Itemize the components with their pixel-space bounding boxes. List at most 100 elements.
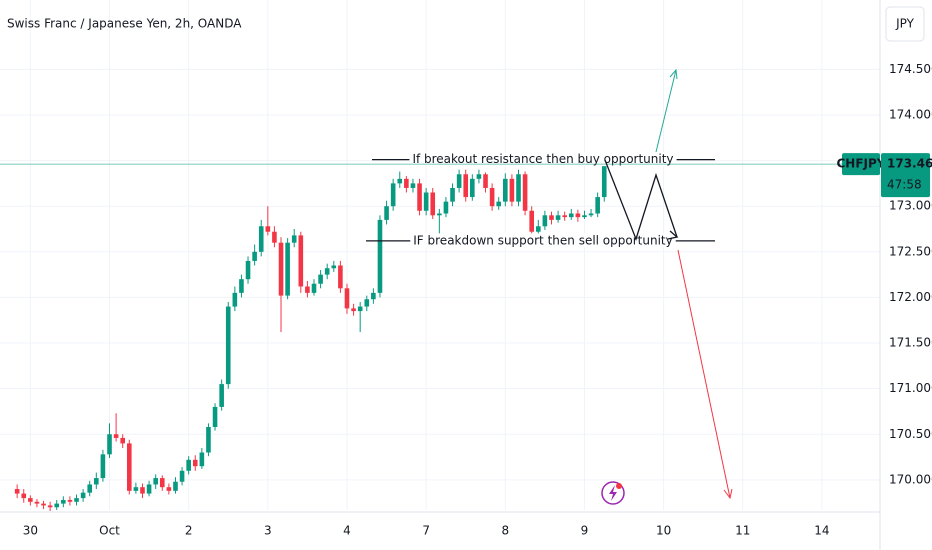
candle-body <box>582 215 587 218</box>
candle-body <box>179 470 185 482</box>
level-label-bg <box>410 233 676 248</box>
candle-body <box>437 213 442 216</box>
candle-body <box>529 210 534 232</box>
candle-body <box>595 197 600 214</box>
candle-body <box>535 226 541 232</box>
candle-body <box>496 201 502 207</box>
y-tick-label: 170.000 <box>889 472 932 486</box>
candle-body <box>588 213 594 216</box>
candle-body <box>245 260 251 280</box>
lightning-icon[interactable] <box>601 481 625 505</box>
candle-body <box>34 501 40 504</box>
candle-body <box>549 215 554 220</box>
y-tick-label: 170.500 <box>889 427 932 441</box>
currency-label[interactable]: JPY <box>895 17 915 31</box>
down-arrow <box>677 249 731 499</box>
candle-body <box>371 292 376 300</box>
candle-body <box>225 306 231 385</box>
candle-body <box>384 206 389 220</box>
candle-body <box>522 174 528 211</box>
y-tick-label: 173.000 <box>889 199 932 213</box>
currency-button[interactable] <box>885 6 925 42</box>
x-tick-label: 30 <box>23 524 38 538</box>
zigzag-arrowhead <box>667 230 679 240</box>
candle-body <box>219 384 224 407</box>
y-tick-label: 171.000 <box>889 381 932 395</box>
up-arrow <box>655 69 677 153</box>
x-tick-label: 10 <box>656 524 671 538</box>
x-tick-label: 9 <box>581 524 589 538</box>
candle-body <box>298 235 304 287</box>
candle-body <box>285 242 290 296</box>
candle-body <box>305 286 310 293</box>
chart-title: Swiss Franc / Japanese Yen, 2h, OANDA <box>7 17 242 31</box>
countdown-label: 47:58 <box>887 178 922 192</box>
candle-body <box>206 426 211 453</box>
candle-body <box>417 183 422 211</box>
candle-body <box>159 478 165 488</box>
x-tick-label: 2 <box>185 524 193 538</box>
price-label: 173.461 <box>887 157 932 171</box>
candle-body <box>364 299 370 307</box>
candle-body <box>463 174 469 198</box>
y-tick-label: 172.500 <box>889 244 932 258</box>
candle-body <box>107 434 112 455</box>
level-label: IF breakdown support then sell opportuni… <box>413 233 672 247</box>
candle-body <box>456 174 462 188</box>
candle-body <box>153 478 158 485</box>
x-tick-label: 11 <box>735 524 750 538</box>
y-tick-label: 174.000 <box>889 107 932 121</box>
candle-body <box>100 454 106 479</box>
candle-body <box>212 406 218 427</box>
y-tick-label: 172.000 <box>889 290 932 304</box>
candle-body <box>351 308 356 312</box>
candle-body <box>94 478 99 485</box>
candle-body <box>278 242 284 296</box>
candle-body <box>397 178 403 184</box>
candle-body <box>252 251 257 261</box>
candle-body <box>232 292 238 307</box>
down-arrowhead <box>723 488 733 500</box>
candle-body <box>450 187 455 202</box>
candle-body <box>562 215 567 218</box>
candle-body <box>146 484 152 494</box>
candle-body <box>272 231 277 243</box>
candle-body <box>555 215 561 220</box>
candle-body <box>120 437 125 444</box>
candle-body <box>423 192 429 211</box>
y-tick-label: 174.500 <box>889 62 932 76</box>
symbol-badge <box>842 153 880 176</box>
candle-body <box>61 499 66 504</box>
candle-body <box>199 452 205 467</box>
symbol-label: CHFJPY <box>837 157 886 171</box>
candle-body <box>54 503 60 508</box>
candle-body <box>47 505 53 508</box>
candle-body <box>470 178 475 198</box>
candle-body <box>239 279 244 293</box>
up-arrowhead <box>669 68 678 80</box>
price-badge <box>881 153 930 198</box>
y-tick-label: 171.500 <box>889 336 932 350</box>
zigzag-drawing <box>604 159 678 241</box>
x-tick-label: 14 <box>814 524 829 538</box>
level-label: If breakout resistance then buy opportun… <box>412 152 673 166</box>
candle-body <box>318 274 323 284</box>
candle-body <box>74 498 79 502</box>
candle-body <box>542 215 548 227</box>
candle-body <box>390 183 396 207</box>
candle-body <box>324 268 330 275</box>
candle-body <box>357 306 363 312</box>
candle-body <box>430 192 436 216</box>
candle-body <box>166 487 172 491</box>
candle-body <box>173 481 178 491</box>
candle-body <box>311 283 317 293</box>
candle-body <box>410 183 416 188</box>
candle-body <box>41 503 46 506</box>
candle-body <box>489 187 495 207</box>
x-tick-label: 7 <box>422 524 430 538</box>
candle-body <box>483 174 488 188</box>
x-tick-label: 8 <box>501 524 509 538</box>
candle-body <box>291 235 297 243</box>
